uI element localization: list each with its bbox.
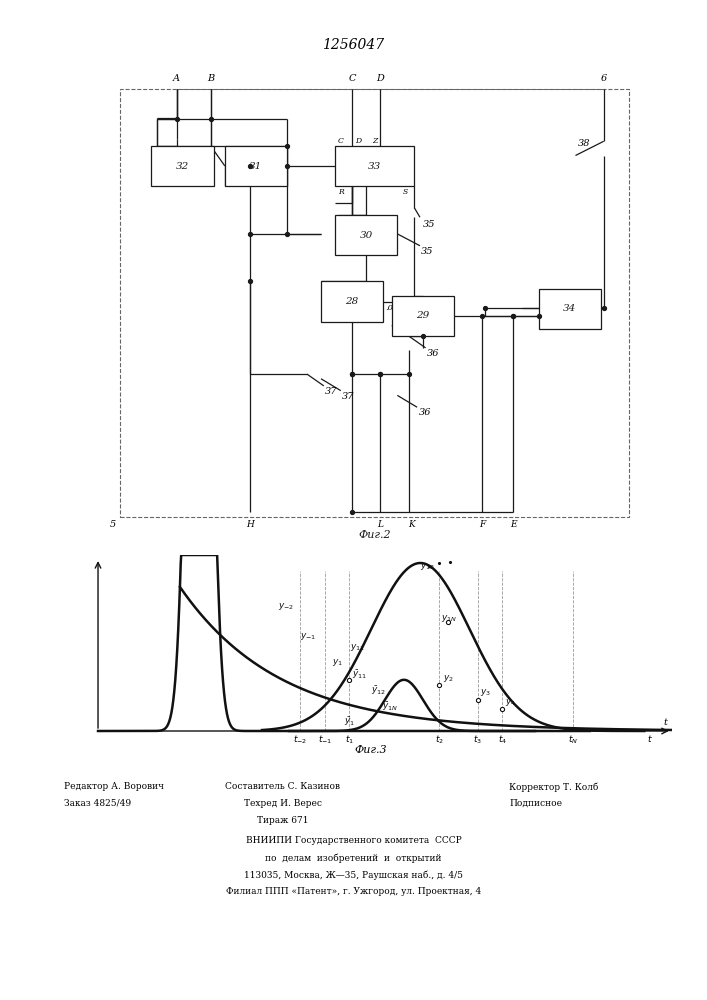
Text: E: E [510, 520, 517, 529]
Text: $\bar{y}_{11}$: $\bar{y}_{11}$ [352, 668, 367, 681]
Text: D: D [376, 74, 385, 83]
Text: $t_4$: $t_4$ [498, 733, 507, 746]
Text: 31: 31 [250, 162, 262, 171]
Text: Тираж 671: Тираж 671 [257, 816, 308, 825]
Text: $y_{-1}$: $y_{-1}$ [300, 631, 317, 642]
Text: ВНИИПИ Государственного комитета  СССР: ВНИИПИ Государственного комитета СССР [245, 836, 462, 845]
Text: 32: 32 [176, 162, 189, 171]
Text: H: H [246, 520, 255, 529]
Text: B: B [207, 74, 214, 83]
Bar [335, 215, 397, 255]
Text: $y_{12}$: $y_{12}$ [421, 561, 436, 572]
Text: $\bar{y}_1$: $\bar{y}_1$ [344, 715, 355, 728]
Text: 36: 36 [427, 349, 439, 358]
Text: $t_1$: $t_1$ [345, 733, 354, 746]
Text: $y_{11}$: $y_{11}$ [351, 642, 366, 653]
Text: 5: 5 [110, 520, 116, 529]
Text: 30: 30 [360, 231, 373, 240]
Text: $\bar{y}_{12}$: $\bar{y}_{12}$ [371, 685, 386, 697]
Text: 37: 37 [342, 392, 354, 401]
Text: K: K [408, 520, 415, 529]
Text: L: L [378, 520, 383, 529]
Text: $y_{-2}$: $y_{-2}$ [279, 601, 295, 612]
Bar [539, 288, 601, 329]
Text: $y_{1N}$: $y_{1N}$ [441, 613, 457, 624]
Text: Редактор А. Ворович: Редактор А. Ворович [64, 782, 163, 791]
Text: 113035, Москва, Ж—35, Раушская наб., д. 4/5: 113035, Москва, Ж—35, Раушская наб., д. … [244, 870, 463, 880]
Text: Фиг.2: Фиг.2 [358, 530, 391, 540]
Text: Корректор Т. Колб: Корректор Т. Колб [509, 782, 598, 792]
Text: 38: 38 [578, 139, 591, 148]
Text: C: C [349, 74, 356, 83]
Bar [225, 146, 287, 186]
Text: F: F [479, 520, 485, 529]
Text: 35: 35 [421, 247, 433, 256]
Text: $y_1$: $y_1$ [332, 657, 343, 668]
Text: 29: 29 [416, 311, 429, 320]
Text: Филиал ППП «Патент», г. Ужгород, ул. Проектная, 4: Филиал ППП «Патент», г. Ужгород, ул. Про… [226, 887, 481, 896]
Text: $t_N$: $t_N$ [568, 733, 578, 746]
Text: .0': .0' [385, 304, 395, 312]
Text: 28: 28 [346, 297, 358, 306]
Text: Фиг.3: Фиг.3 [355, 745, 387, 755]
Text: 6: 6 [601, 74, 607, 83]
Text: 33: 33 [368, 162, 381, 171]
Text: Z: Z [372, 137, 377, 145]
Text: Составитель С. Казинов: Составитель С. Казинов [226, 782, 340, 791]
Text: 1256047: 1256047 [322, 38, 385, 52]
Text: $\bar{y}_{1N}$: $\bar{y}_{1N}$ [382, 701, 398, 713]
Text: R: R [338, 188, 344, 196]
Text: A: A [173, 74, 180, 83]
Text: t: t [663, 718, 667, 727]
Bar [321, 281, 383, 322]
Text: $t_3$: $t_3$ [473, 733, 482, 746]
Bar [151, 146, 214, 186]
Text: Заказ 4825/49: Заказ 4825/49 [64, 799, 131, 808]
Text: Техред И. Верес: Техред И. Верес [244, 799, 322, 808]
Text: 34: 34 [563, 304, 576, 313]
Text: 36: 36 [419, 408, 431, 417]
Text: по  делам  изобретений  и  открытий: по делам изобретений и открытий [265, 853, 442, 863]
Text: C: C [338, 137, 344, 145]
Text: $t$: $t$ [647, 733, 653, 744]
Text: S: S [403, 188, 408, 196]
Text: 35: 35 [423, 220, 436, 229]
Bar [392, 296, 454, 336]
Bar [335, 146, 414, 186]
Text: $t_{-1}$: $t_{-1}$ [317, 733, 332, 746]
Text: D: D [355, 137, 361, 145]
Text: 37: 37 [325, 387, 337, 396]
Text: $y_4$: $y_4$ [505, 698, 516, 708]
Text: $y_2$: $y_2$ [443, 673, 454, 684]
Text: Подписное: Подписное [509, 799, 562, 808]
Text: $t_2$: $t_2$ [435, 733, 444, 746]
Text: $y_3$: $y_3$ [481, 687, 491, 698]
Text: $t_{-2}$: $t_{-2}$ [293, 733, 308, 746]
